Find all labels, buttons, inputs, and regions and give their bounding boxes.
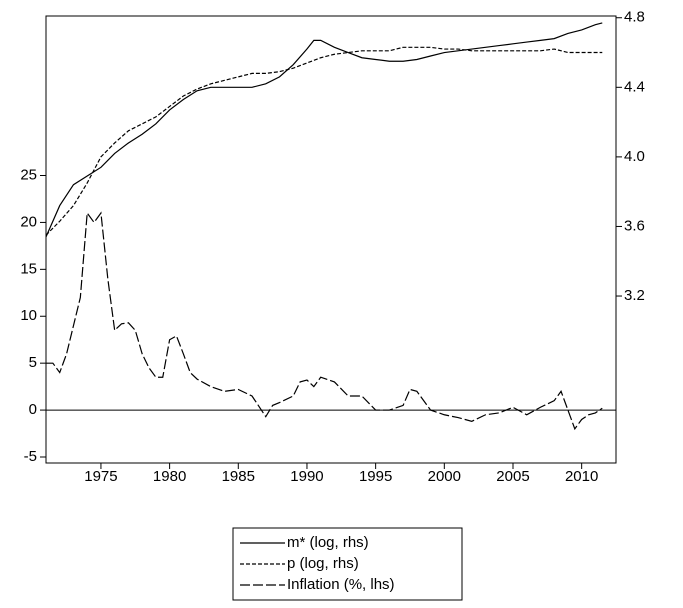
plot-frame	[45, 15, 617, 464]
y-tick-label: 20	[20, 213, 37, 230]
x-tick-label: 1995	[359, 468, 392, 485]
legend-label: p (log, rhs)	[287, 555, 359, 572]
x-tick-label: 2005	[496, 468, 529, 485]
y-tick-label: 25	[20, 166, 37, 183]
x-tick-label: 1990	[290, 468, 323, 485]
y2-tick-label: 3.2	[624, 287, 645, 304]
y-tick-label: 0	[29, 401, 37, 418]
legend-label: m* (log, rhs)	[287, 534, 369, 551]
x-tick-label: 1980	[153, 468, 186, 485]
series-line	[45, 46, 603, 236]
y-tick-label: 5	[29, 354, 37, 371]
legend-label: Inflation (%, lhs)	[287, 576, 395, 593]
y2-tick-label: 4.4	[624, 78, 645, 95]
x-tick-label: 2000	[428, 468, 461, 485]
y2-tick-label: 4.8	[624, 9, 645, 26]
y2-tick-label: 3.6	[624, 217, 645, 234]
y-tick-label: 15	[20, 260, 37, 277]
x-tick-label: 2010	[565, 468, 598, 485]
x-tick-label: 1985	[222, 468, 255, 485]
series-line	[45, 22, 603, 238]
y-tick-label: -5	[24, 448, 37, 465]
y-tick-label: 10	[20, 307, 37, 324]
series-line	[46, 211, 603, 431]
x-tick-label: 1975	[84, 468, 117, 485]
y2-tick-label: 4.0	[624, 148, 645, 165]
